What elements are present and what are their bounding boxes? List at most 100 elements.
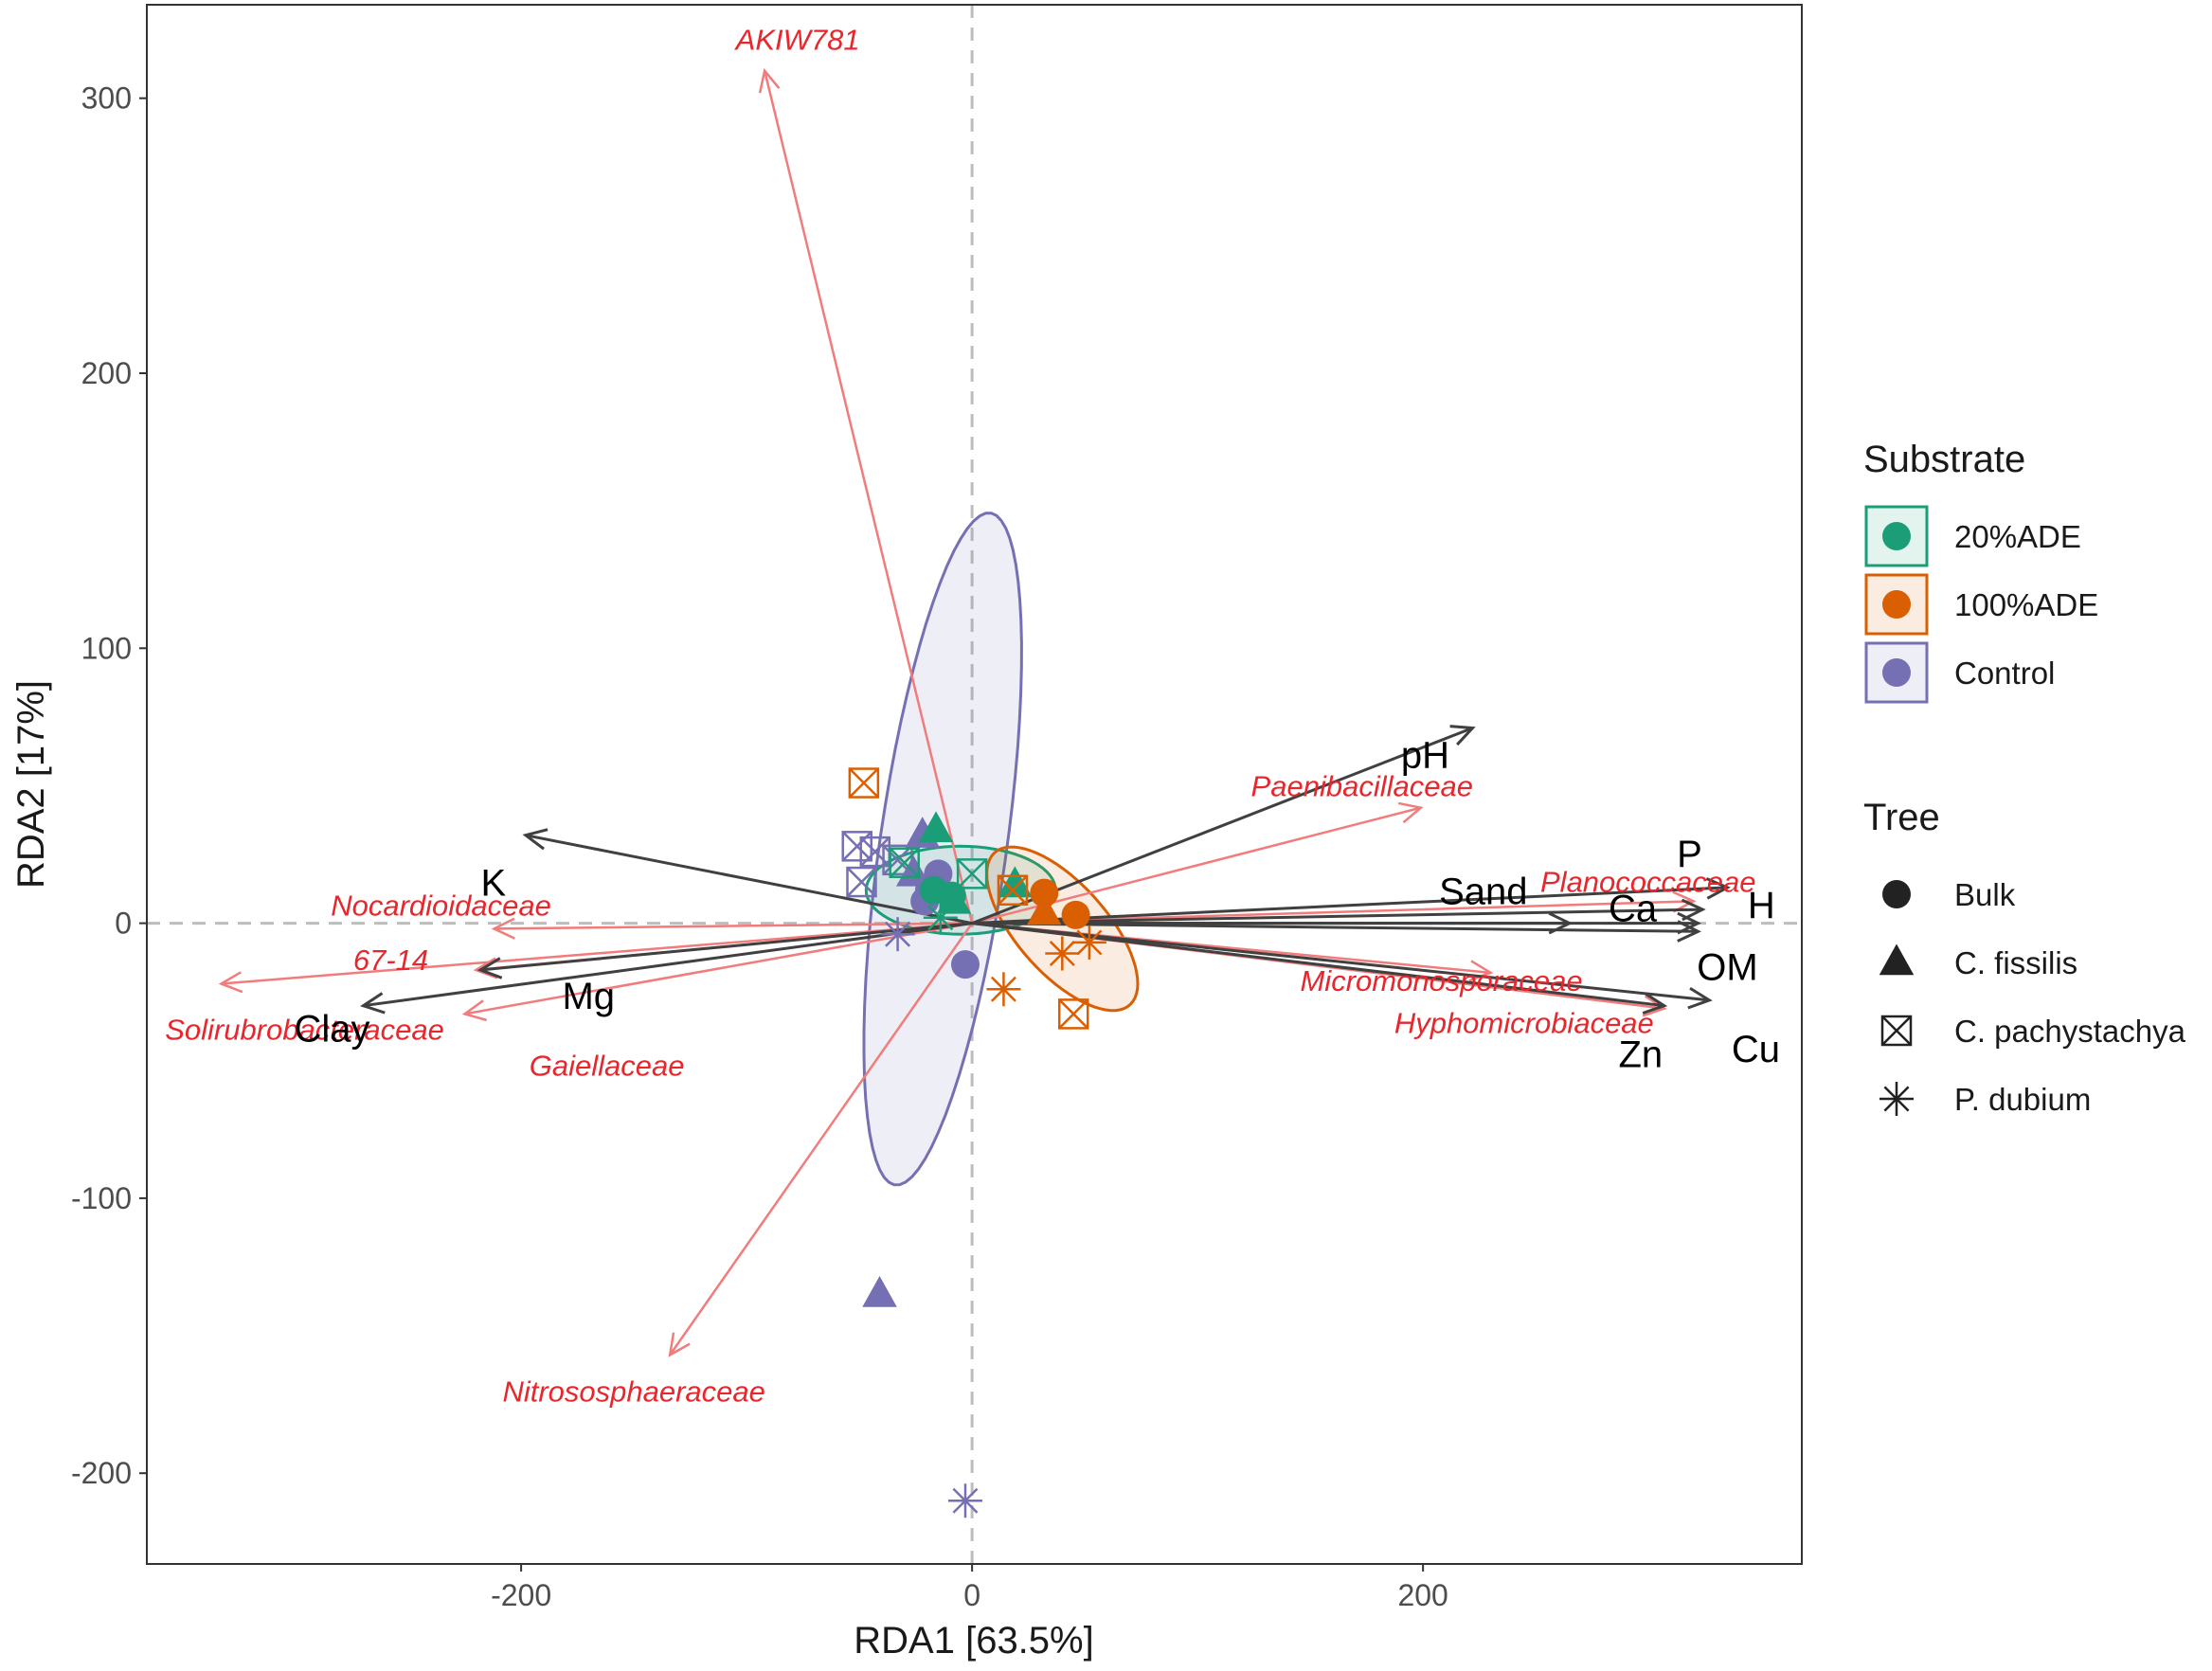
taxa-arrow-gaiellaceae-shaft xyxy=(464,922,973,1015)
legend: Substrate 20%ADE 100%ADE Control Tree Bulk… xyxy=(1863,439,2186,1117)
point-20-ade-p-dubium-20 xyxy=(923,900,958,935)
taxa-labels: AKIW781 Paenibacillaceae Planococcaceae Mic… xyxy=(165,24,1755,1409)
point-20-ade-c-pachystachya-19-diag2 xyxy=(889,847,920,878)
legend-substrate-items: 20%ADE 100%ADE Control xyxy=(1864,505,2098,704)
point-100-ade-bulk-22 xyxy=(1061,900,1090,929)
point-control-c-pachystachya-9-box xyxy=(882,844,913,876)
point-20-ade-c-pachystachya-19 xyxy=(889,847,920,878)
point-100-ade-c-pachystachya-26-diag2 xyxy=(1058,998,1089,1030)
y-tick-label-2: 0 xyxy=(115,907,132,941)
legend-substrate-label-20-ade: 20%ADE xyxy=(1954,519,2081,554)
axes: -200 0 200 -200 -100 0 100 200 300 xyxy=(71,81,1448,1612)
point-100-ade-c-fissilis-23 xyxy=(1027,893,1062,925)
legend-substrate-dot-control xyxy=(1882,658,1911,687)
env-arrow-k xyxy=(522,828,973,925)
legend-substrate-20-ade: 20%ADE xyxy=(1864,505,2081,567)
point-100-ade-c-pachystachya-24-box xyxy=(848,767,880,799)
legend-tree-key-p-dubium xyxy=(1879,1082,1914,1116)
env-label-sand: Sand xyxy=(1439,871,1527,913)
point-control-c-pachystachya-10 xyxy=(846,866,877,898)
legend-tree-key-c-pachystachya-box xyxy=(1880,1015,1913,1047)
taxa-label-hyphomicrobiaceae: Hyphomicrobiaceae xyxy=(1394,1007,1654,1040)
y-tick-label-0: -200 xyxy=(71,1456,132,1490)
env-arrow-h-head xyxy=(1681,898,1706,922)
legend-tree-key-c-fissilis xyxy=(1879,943,1915,976)
plot-border xyxy=(146,4,1803,1565)
taxa-label-gaiellaceae: Gaiellaceae xyxy=(530,1049,685,1082)
env-arrow-om xyxy=(972,920,1701,943)
taxa-label-67-14: 67-14 xyxy=(353,943,428,977)
x-tick-label-0: -200 xyxy=(491,1578,551,1612)
point-control-c-fissilis-6 xyxy=(862,1275,897,1307)
legend-substrate-control: Control xyxy=(1864,641,2055,704)
point-control-p-dubium-12 xyxy=(947,1483,982,1518)
env-label-mg: Mg xyxy=(562,976,615,1017)
point-100-ade-bulk-21 xyxy=(1030,878,1059,907)
legend-tree-bulk: Bulk xyxy=(1882,877,2016,912)
legend-substrate-100-ade: 100%ADE xyxy=(1864,573,2098,636)
env-arrow-clay-shaft xyxy=(363,922,973,1008)
taxa-arrow-nocardioidaceae-shaft xyxy=(494,922,973,930)
y-tick-label-3: 100 xyxy=(81,631,132,665)
env-label-ph: pH xyxy=(1401,734,1449,776)
taxa-arrow-akiw781 xyxy=(758,67,974,924)
env-labels: pH P Sand Ca H OM Cu Zn K Mg Clay xyxy=(294,734,1780,1075)
point-100-ade-c-pachystachya-25-box xyxy=(997,874,1029,907)
env-arrow-zn-shaft xyxy=(971,922,1664,1008)
taxa-arrow-paenibacillaceae-head xyxy=(1397,801,1424,824)
point-20-ade-c-pachystachya-19-box xyxy=(889,847,920,878)
point-20-ade-c-fissilis-17 xyxy=(936,882,972,914)
taxa-arrow-akiw781-head xyxy=(758,67,781,94)
point-control-c-pachystachya-9 xyxy=(882,844,913,876)
taxa-label-paenibacillaceae: Paenibacillaceae xyxy=(1251,770,1473,803)
env-label-clay: Clay xyxy=(294,1009,369,1051)
legend-tree-key-c-pachystachya-diag2 xyxy=(1881,1015,1912,1046)
legend-tree-key-bulk xyxy=(1882,880,1911,908)
x-tick-label-1: 0 xyxy=(963,1578,980,1612)
taxa-arrow-nitrososphaeraceae-head xyxy=(668,1332,691,1357)
env-arrow-zn-head xyxy=(1642,992,1668,1015)
taxa-label-planococcaceae: Planococcaceae xyxy=(1540,865,1756,898)
point-control-bulk-3 xyxy=(950,950,980,979)
legend-tree-key-c-pachystachya xyxy=(1880,1015,1913,1047)
env-arrow-h xyxy=(972,898,1706,925)
taxa-arrow-nitrososphaeraceae xyxy=(668,922,974,1357)
env-label-k: K xyxy=(481,863,507,905)
ellipse-control xyxy=(862,512,1023,1187)
point-100-ade-p-dubium-29 xyxy=(1045,936,1080,971)
env-label-ca: Ca xyxy=(1609,889,1658,930)
env-arrow-clay xyxy=(360,922,973,1015)
env-arrow-h-shaft xyxy=(972,907,1703,925)
legend-tree-c-pachystachya: C. pachystachya xyxy=(1880,1014,2186,1049)
taxa-arrow-solirubrobacteraceae-head xyxy=(218,971,243,994)
env-arrow-mg xyxy=(477,922,973,979)
legend-tree-label-bulk: Bulk xyxy=(1954,877,2016,912)
taxa-arrow-nocardioidaceae xyxy=(491,917,973,940)
legend-tree-title: Tree xyxy=(1863,797,1940,838)
env-arrow-clay-head xyxy=(360,992,386,1015)
env-arrow-ph-head xyxy=(1449,725,1476,746)
taxa-label-micromonosporaceae: Micromonosporaceae xyxy=(1300,964,1582,997)
legend-substrate-label-control: Control xyxy=(1954,656,2055,691)
point-100-ade-c-pachystachya-26-box xyxy=(1057,998,1089,1030)
taxa-arrow-gaiellaceae-head xyxy=(461,999,488,1022)
taxa-arrow-akiw781-shaft xyxy=(763,70,974,924)
env-arrow-mg-shaft xyxy=(480,922,973,972)
env-arrow-p-head xyxy=(1705,877,1731,900)
env-label-cu: Cu xyxy=(1732,1029,1780,1070)
point-20-ade-c-pachystachya-18-box xyxy=(956,858,988,889)
point-control-c-pachystachya-10-box xyxy=(846,866,877,898)
legend-substrate-title: Substrate xyxy=(1863,439,2025,480)
taxa-arrow-hyphomicrobiaceae-head xyxy=(1642,995,1667,1017)
point-100-ade-c-pachystachya-25-diag2 xyxy=(998,874,1028,906)
env-arrows xyxy=(360,725,1731,1015)
taxa-label-akiw781: AKIW781 xyxy=(734,24,860,57)
y-axis-title: RDA2 [17%] xyxy=(10,680,52,889)
taxa-arrow-nitrososphaeraceae-shaft xyxy=(669,922,974,1357)
taxa-arrow-nocardioidaceae-head xyxy=(491,917,515,940)
point-control-c-pachystachya-9-diag2 xyxy=(882,844,913,875)
legend-tree-label-c-pachystachya: C. pachystachya xyxy=(1954,1014,2186,1049)
point-control-c-pachystachya-10-diag2 xyxy=(846,867,877,897)
env-label-p: P xyxy=(1677,834,1702,875)
